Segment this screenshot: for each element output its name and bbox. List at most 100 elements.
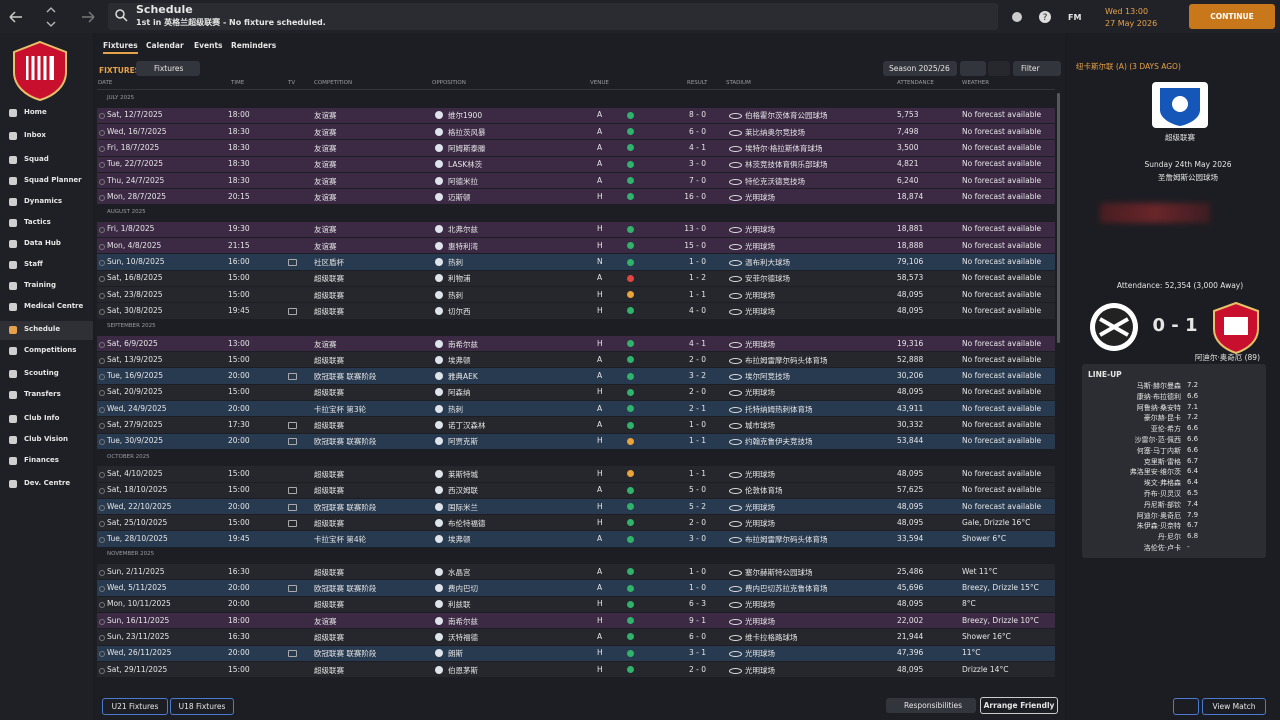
- weather: No forecast available: [962, 175, 1042, 185]
- time: 20:00: [228, 501, 250, 511]
- menu-item[interactable]: Data Hub: [24, 239, 61, 247]
- stadium: 光明球场: [745, 518, 775, 528]
- menu-item[interactable]: Transfers: [24, 390, 61, 398]
- row-bg: [97, 433, 1055, 449]
- next-season[interactable]: [988, 61, 1010, 76]
- result-indicator: [627, 470, 634, 478]
- venue: H: [597, 648, 603, 658]
- result-indicator: [627, 128, 634, 136]
- opposition-badge: [435, 404, 443, 413]
- row-dot: [99, 145, 105, 152]
- menu-item[interactable]: Club Info: [24, 414, 60, 422]
- menu-item[interactable]: Home: [24, 108, 47, 116]
- stadium: 伦敦体育场: [745, 486, 783, 496]
- opposition-badge: [435, 665, 443, 674]
- top-icons[interactable]: ?: [1010, 9, 1060, 25]
- menu-icon: [9, 132, 17, 140]
- venue: A: [597, 273, 603, 283]
- row-bg: [97, 580, 1055, 596]
- result: 2 - 0: [688, 354, 706, 364]
- time: 13:00: [228, 338, 250, 348]
- player-rating: 7.2: [1187, 413, 1199, 422]
- date: Sat, 4/10/2025: [107, 468, 163, 478]
- continue-button[interactable]: CONTINUE: [1189, 4, 1275, 29]
- time: 19:45: [228, 305, 250, 315]
- opposition-badge: [435, 600, 443, 609]
- blurred-banner: [1100, 203, 1210, 223]
- opposition: 阿德米拉: [448, 176, 478, 186]
- result: 1 - 2: [688, 273, 706, 283]
- weather: No forecast available: [962, 110, 1042, 120]
- menu-icon: [9, 370, 17, 378]
- tab[interactable]: Calendar: [146, 41, 184, 50]
- tab[interactable]: Reminders: [231, 41, 277, 50]
- tab[interactable]: Events: [194, 41, 223, 50]
- row-bg: [97, 384, 1055, 401]
- menu-item[interactable]: Dev. Centre: [24, 479, 71, 487]
- row-bg: [97, 172, 1055, 189]
- arrange-friendly-button[interactable]: Arrange Friendly: [980, 697, 1058, 714]
- row-bg: [97, 123, 1055, 140]
- opposition: 阿姆斯泰滕: [448, 143, 486, 153]
- prev-season[interactable]: [960, 61, 986, 76]
- menu-item[interactable]: Scouting: [24, 369, 59, 377]
- view-match-button[interactable]: View Match: [1202, 698, 1266, 715]
- menu-highlight: [0, 321, 93, 340]
- menu-item[interactable]: Schedule: [24, 325, 61, 333]
- u18-button[interactable]: U18 Fixtures: [170, 698, 234, 715]
- menu-item[interactable]: Squad Planner: [24, 176, 82, 184]
- column-header[interactable]: TV: [288, 80, 296, 86]
- column-header[interactable]: STADIUM: [726, 80, 751, 86]
- opposition-badge: [435, 567, 443, 576]
- venue: H: [597, 615, 603, 625]
- opposition: 北弗尔兹: [448, 225, 478, 235]
- column-header[interactable]: WEATHER: [962, 80, 990, 86]
- menu-item[interactable]: Tactics: [24, 218, 51, 226]
- season-dropdown[interactable]: Season 2025/26: [883, 61, 957, 76]
- filter-button[interactable]: Filter: [1013, 61, 1061, 76]
- tab[interactable]: Fixtures: [103, 41, 138, 54]
- attendance: 52,888: [897, 354, 924, 364]
- menu-item[interactable]: Training: [24, 281, 56, 289]
- menu-item[interactable]: Medical Centre: [24, 302, 84, 310]
- scrollbar: [1057, 93, 1060, 343]
- menu-item[interactable]: Inbox: [24, 131, 46, 139]
- menu-item[interactable]: Dynamics: [24, 197, 63, 205]
- column-header[interactable]: COMPETITION: [314, 80, 353, 86]
- time: 18:30: [228, 159, 250, 169]
- menu-item[interactable]: Staff: [24, 260, 43, 268]
- time: 15:00: [228, 387, 250, 397]
- menu-item[interactable]: Club Vision: [24, 435, 69, 443]
- time: 21:15: [228, 240, 250, 250]
- column-header[interactable]: RESULT: [687, 80, 708, 86]
- result-indicator: [627, 535, 634, 543]
- column-header[interactable]: ATTENDANCE: [897, 80, 934, 86]
- column-header[interactable]: OPPOSITION: [432, 80, 466, 86]
- column-header[interactable]: VENUE: [590, 80, 609, 86]
- stadium: 林茨竞技体育俱乐部球场: [745, 160, 828, 170]
- column-header[interactable]: DATE: [98, 80, 113, 86]
- result-indicator: [627, 568, 634, 576]
- menu-icon: [9, 347, 17, 355]
- attendance: 48,095: [897, 501, 924, 511]
- player-rating: 6.6: [1187, 424, 1199, 433]
- row-bg: [97, 401, 1055, 417]
- venue: A: [597, 403, 603, 413]
- stadium: 埃尔阿竞技场: [745, 372, 790, 382]
- menu-item[interactable]: Squad: [24, 155, 49, 163]
- next-button[interactable]: [1173, 698, 1199, 715]
- player-rating: 7.9: [1187, 510, 1199, 519]
- menu-icon: [9, 109, 17, 117]
- row-dot: [99, 308, 105, 315]
- responsibilities-button[interactable]: Responsibilities: [886, 698, 976, 713]
- menu-item[interactable]: Competitions: [24, 346, 77, 354]
- menu-item[interactable]: Finances: [24, 456, 59, 464]
- u21-button[interactable]: U21 Fixtures: [102, 698, 168, 715]
- fixtures-dropdown[interactable]: Fixtures: [136, 61, 200, 76]
- player-rating: 7.2: [1187, 381, 1199, 389]
- time: 15:00: [228, 273, 250, 283]
- player-name: 豪尔赫·昆卡: [1143, 414, 1181, 423]
- date: Mon, 4/8/2025: [107, 240, 162, 250]
- column-header[interactable]: TIME: [231, 80, 245, 86]
- attendance: 21,944: [897, 631, 924, 641]
